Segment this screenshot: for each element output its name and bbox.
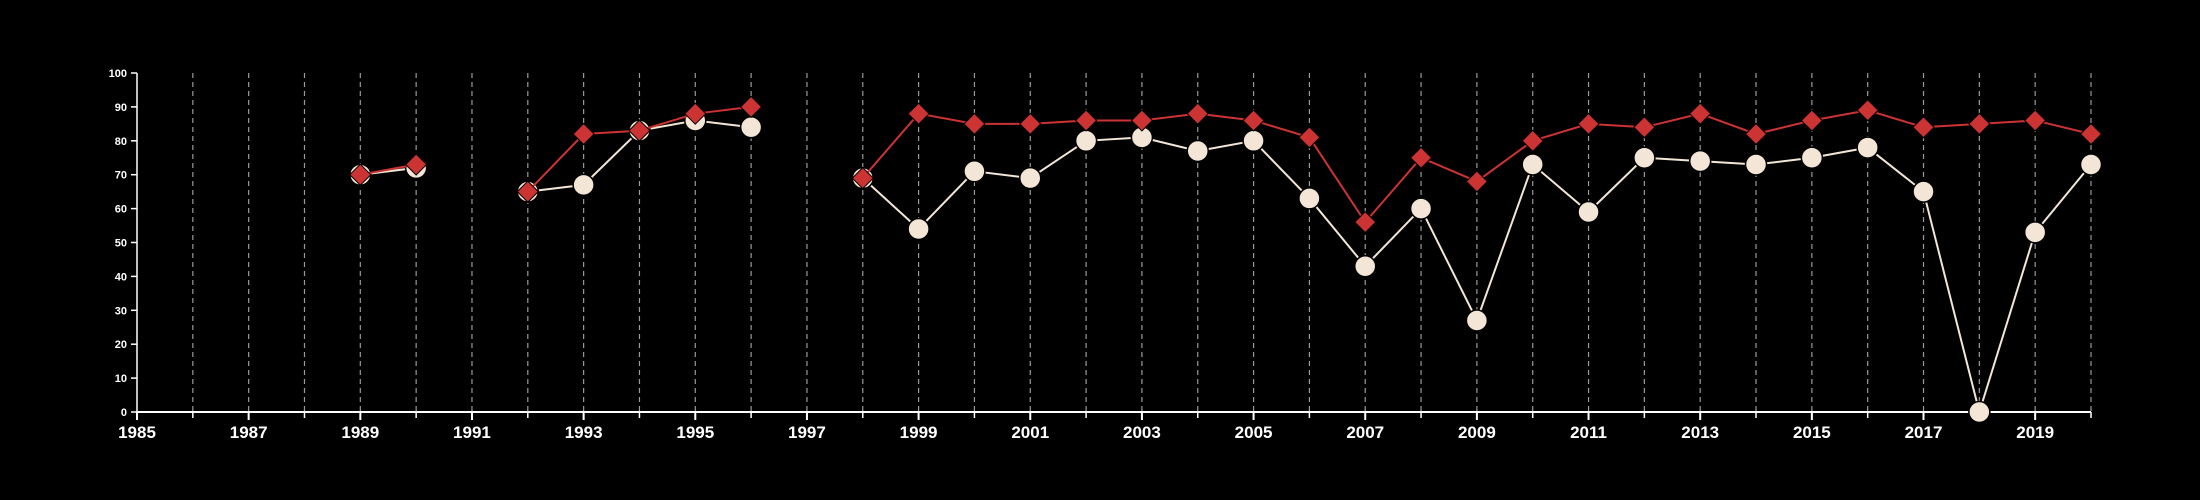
- data-point: [1186, 102, 1209, 125]
- data-point: [1912, 116, 1935, 139]
- data-point: [2079, 153, 2103, 176]
- data-point: [1577, 112, 1600, 136]
- x-tick-label: 2013: [1681, 423, 1719, 442]
- data-point: [1409, 197, 1433, 220]
- y-tick-label: 100: [109, 68, 127, 80]
- x-tick-label: 2007: [1346, 423, 1384, 442]
- x-tick-label: 2001: [1011, 423, 1049, 442]
- series-2: [349, 95, 2103, 234]
- x-tick-label: 2005: [1235, 423, 1273, 442]
- data-point: [1633, 146, 1656, 169]
- y-tick-label: 70: [115, 170, 127, 182]
- data-point: [739, 95, 763, 119]
- data-point: [739, 115, 763, 139]
- x-tick-label: 1989: [341, 423, 379, 442]
- data-point: [404, 153, 428, 176]
- data-point: [963, 112, 986, 136]
- data-point: [907, 102, 930, 125]
- y-tick-label: 10: [115, 373, 127, 385]
- data-point: [1800, 146, 1824, 169]
- data-point: [2079, 122, 2103, 146]
- data-point: [1521, 153, 1544, 176]
- data-point: [1019, 112, 1042, 136]
- data-point: [2023, 109, 2047, 132]
- x-tick-label: 1997: [788, 423, 826, 442]
- data-point: [1744, 122, 1768, 146]
- data-point: [1633, 116, 1656, 139]
- data-point: [1298, 187, 1321, 210]
- x-tick-label: 1991: [453, 423, 491, 442]
- data-point: [1354, 210, 1377, 234]
- x-tick-label: 2017: [1905, 423, 1943, 442]
- data-point: [1298, 126, 1321, 149]
- data-point: [1800, 109, 1824, 132]
- data-series: [349, 95, 2103, 424]
- data-point: [1577, 200, 1600, 224]
- x-tick-label: 2019: [2016, 423, 2054, 442]
- y-tick-label: 90: [115, 102, 127, 114]
- y-tick-label: 40: [115, 271, 127, 283]
- y-tick-label: 30: [115, 305, 127, 317]
- data-point: [1856, 99, 1879, 122]
- y-tick-label: 50: [115, 238, 127, 250]
- data-point: [1465, 309, 1489, 332]
- data-point: [851, 166, 874, 190]
- x-tick-label: 2015: [1793, 423, 1831, 442]
- x-tick-label: 1987: [230, 423, 268, 442]
- data-point: [684, 102, 707, 125]
- data-point: [1688, 102, 1712, 125]
- data-point: [572, 122, 595, 146]
- data-point: [1074, 129, 1098, 153]
- x-tick-label: 1999: [900, 423, 938, 442]
- data-point: [1968, 400, 1991, 424]
- data-point: [1186, 139, 1209, 163]
- data-point: [1856, 136, 1879, 159]
- data-point: [1074, 109, 1098, 132]
- data-point: [1242, 109, 1265, 132]
- y-tick-label: 0: [121, 407, 127, 419]
- data-point: [1242, 129, 1265, 153]
- x-tick-label: 1995: [676, 423, 714, 442]
- data-point: [1744, 153, 1768, 176]
- x-tick-label: 1993: [565, 423, 603, 442]
- y-tick-label: 20: [115, 339, 127, 351]
- y-tick-label: 80: [115, 136, 127, 148]
- data-point: [1409, 146, 1433, 169]
- data-point: [572, 173, 595, 197]
- data-point: [1353, 254, 1377, 278]
- data-point: [963, 160, 986, 183]
- x-tick-label: 2011: [1570, 423, 1607, 442]
- data-point: [1968, 112, 1991, 136]
- data-point: [2023, 221, 2047, 244]
- axes: 0 10 20 30 40 50 60 70 80 90 100 1985 1987 1989 1991 19…: [109, 68, 2092, 442]
- data-point: [1465, 170, 1489, 193]
- data-point: [1688, 149, 1712, 173]
- data-point: [349, 163, 372, 186]
- data-point: [1912, 180, 1935, 203]
- data-point: [516, 180, 540, 203]
- data-point: [1521, 129, 1544, 153]
- data-point: [628, 119, 651, 142]
- x-tick-label: 2003: [1123, 423, 1161, 442]
- series-1: [349, 109, 2103, 424]
- data-point: [1019, 166, 1042, 190]
- x-tick-label: 1985: [118, 423, 156, 442]
- y-tick-label: 60: [115, 204, 127, 216]
- data-point: [1130, 109, 1154, 132]
- data-point: [907, 217, 930, 241]
- x-tick-label: 2009: [1458, 423, 1496, 442]
